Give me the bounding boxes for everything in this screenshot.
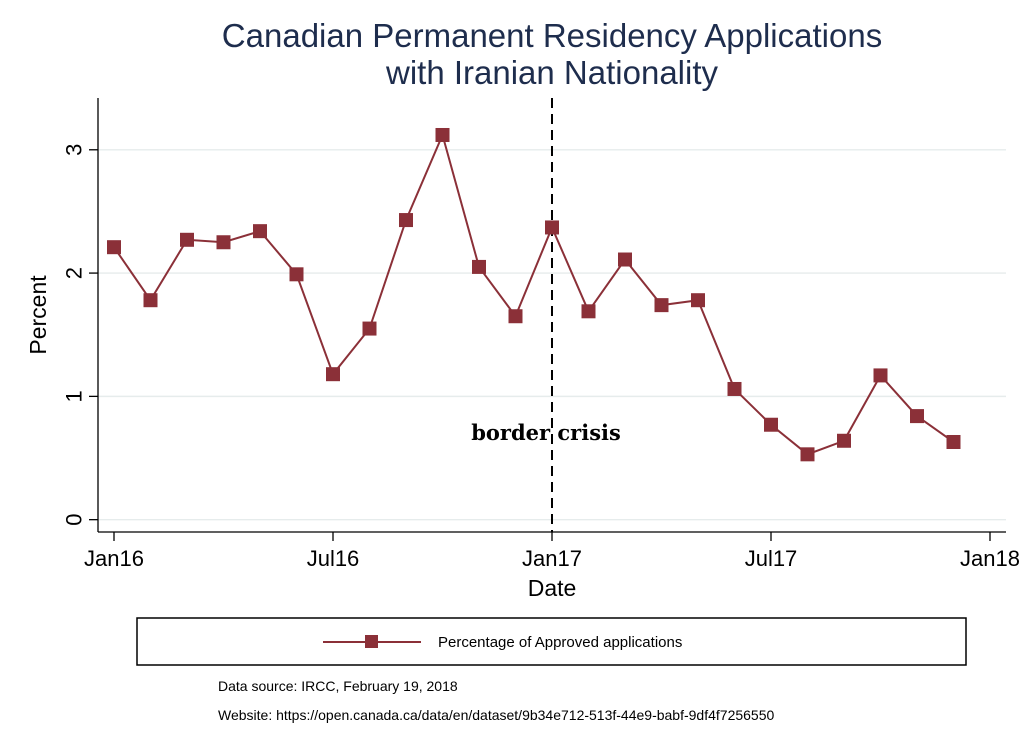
data-point-May16 xyxy=(253,224,267,239)
data-point-Sep17 xyxy=(837,433,851,448)
series-approved xyxy=(107,127,961,462)
data-point-Jul17 xyxy=(764,417,778,432)
y-axis-title: Percent xyxy=(25,275,51,355)
x-tick-label-Jul16: Jul16 xyxy=(307,546,360,571)
x-tick-label-Jul17: Jul17 xyxy=(745,546,798,571)
y-tick-label-3: 3 xyxy=(62,144,87,156)
data-point-Aug17 xyxy=(800,447,815,462)
data-point-Feb17 xyxy=(581,304,596,319)
data-point-Apr17 xyxy=(654,298,669,313)
data-point-Sep16 xyxy=(399,213,413,228)
x-tick-label-Jan18: Jan18 xyxy=(960,546,1020,571)
legend-box xyxy=(136,617,967,666)
website-note: Website: https://open.canada.ca/data/en/… xyxy=(218,707,774,723)
chart-title-line-2: with Iranian Nationality xyxy=(385,54,718,91)
data-point-Jul16 xyxy=(326,367,340,382)
data-point-Feb16 xyxy=(143,293,158,308)
data-point-Jan16 xyxy=(107,240,121,255)
data-point-Aug16 xyxy=(362,321,377,336)
data-point-Jun17 xyxy=(727,381,742,396)
data-point-Jun16 xyxy=(289,267,304,282)
data-point-Mar17 xyxy=(618,252,632,267)
border-crisis-annotation: border crisis xyxy=(471,98,621,532)
data-point-Jan17 xyxy=(545,220,559,235)
legend: Percentage of Approved applications xyxy=(136,617,967,666)
y-tick-label-1: 1 xyxy=(62,390,87,402)
data-point-Mar16 xyxy=(180,232,194,247)
data-point-Apr16 xyxy=(216,235,231,250)
chart-title: Canadian Permanent Residency Application… xyxy=(222,17,882,91)
x-ticks: Jan16 Jul16 Jan17 Jul17 Jan18 xyxy=(84,532,1020,571)
data-point-Nov17 xyxy=(910,409,924,424)
legend-marker xyxy=(365,635,378,648)
y-tick-label-2: 2 xyxy=(62,267,87,279)
data-point-Oct16 xyxy=(435,127,450,142)
series-line xyxy=(113,131,955,456)
chart-title-line-1: Canadian Permanent Residency Application… xyxy=(222,17,882,54)
y-tick-label-0: 0 xyxy=(62,514,87,526)
data-point-Oct17 xyxy=(873,368,888,383)
data-point-Nov16 xyxy=(472,259,486,274)
gridlines xyxy=(98,149,1006,521)
x-tick-label-Jan16: Jan16 xyxy=(84,546,144,571)
data-point-May17 xyxy=(691,293,705,308)
data-source-note: Data source: IRCC, February 19, 2018 xyxy=(218,678,458,694)
legend-label: Percentage of Approved applications xyxy=(438,634,682,651)
data-point-Dec17 xyxy=(946,434,961,449)
x-tick-label-Jan17: Jan17 xyxy=(522,546,582,571)
data-point-Dec16 xyxy=(508,309,523,324)
border-crisis-label: border crisis xyxy=(471,420,621,445)
x-axis-title: Date xyxy=(528,575,577,601)
y-ticks: 0 1 2 3 xyxy=(62,144,98,526)
